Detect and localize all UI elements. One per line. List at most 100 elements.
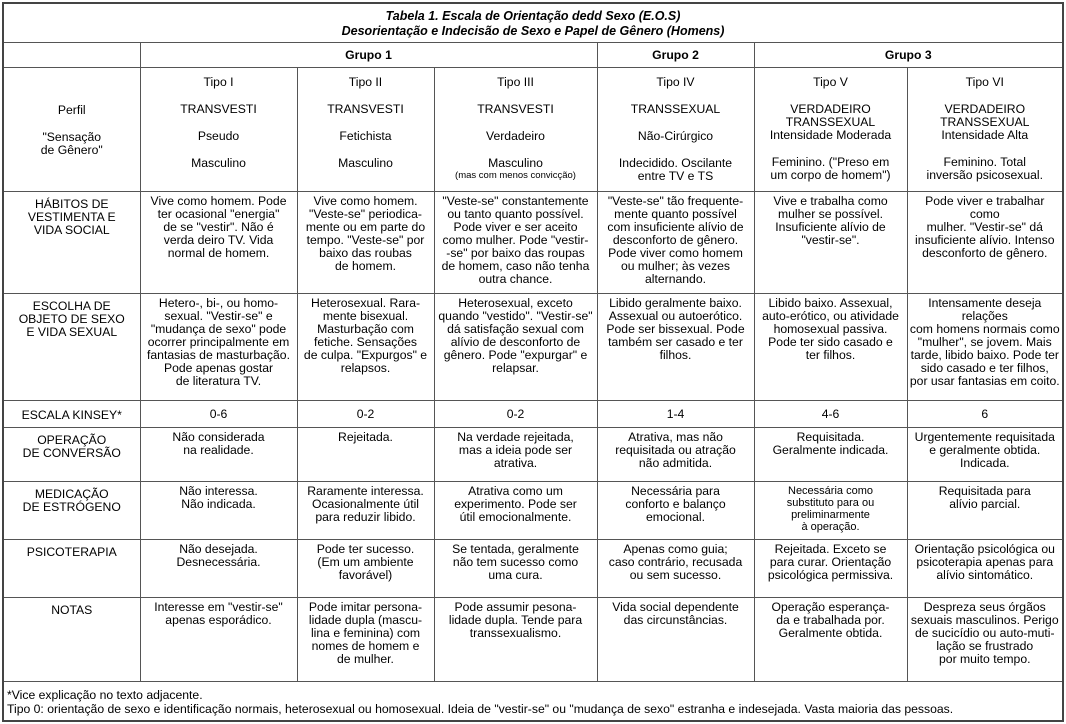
table-cell: Rejeitada. Exceto se para curar. Orienta… xyxy=(753,539,908,598)
type-name: TRANSVESTI xyxy=(180,102,257,116)
type-subtype: Pseudo xyxy=(197,129,240,143)
table-cell: Orientação psicológica ou psicoterapia a… xyxy=(906,539,1063,598)
row-label: ESCALA KINSEY* xyxy=(4,400,141,428)
table-cell: Pode imitar persona- lidade dupla (mascu… xyxy=(296,597,435,682)
table-cell: Rejeitada. xyxy=(296,427,435,482)
table-cell: 0-2 xyxy=(433,400,598,428)
table-cell: Libido geralmente baixo. Assexual ou aut… xyxy=(596,293,755,401)
type-number: Tipo III xyxy=(497,75,534,89)
type-number: Tipo I xyxy=(203,75,234,89)
table-cell: Hetero-, bi-, ou homo- sexual. "Vestir-s… xyxy=(139,293,298,401)
row-label: ESCOLHA DE OBJETO DE SEXO E VIDA SEXUAL xyxy=(4,293,141,401)
row-label: MEDICAÇÃO DE ESTRÓGENO xyxy=(4,481,141,540)
type-gender-sensation: Indecidido. Oscilante entre TV e TS xyxy=(618,156,733,183)
table-cell: 0-6 xyxy=(139,400,298,428)
type-name: TRANSVESTI xyxy=(477,102,554,116)
table-cell: Não desejada. Desnecessária. xyxy=(139,539,298,598)
type-number: Tipo II xyxy=(348,75,383,89)
table-cell: Heterosexual, exceto quando "vestido". "… xyxy=(433,293,598,401)
table-cell: Raramente interessa. Ocasionalmente útil… xyxy=(296,481,435,540)
table-cell: Não interessa. Não indicada. xyxy=(139,481,298,540)
footnote-row: *Vice explicação no texto adjacente. Tipo… xyxy=(4,681,1063,722)
group-1-header: Grupo 1 xyxy=(139,42,598,68)
type-subtype: Verdadeiro xyxy=(486,129,545,143)
table-cell: Intensamente deseja relações com homens … xyxy=(906,293,1063,401)
type-gender-sensation: Feminino. Total inversão psicosexual. xyxy=(926,155,1044,182)
table-cell: Libido baixo. Assexual, auto-erótico, ou… xyxy=(753,293,908,401)
table-cell: 6 xyxy=(906,400,1063,428)
table-cell: Operação esperança- da e trabalhada por.… xyxy=(753,597,908,682)
type-subtype: Intensidade Moderada xyxy=(769,128,892,142)
table-cell: Atrativa como um experimento. Pode ser ú… xyxy=(433,481,598,540)
row-label: OPERAÇÃO DE CONVERSÃO xyxy=(4,427,141,482)
row-kin: ESCALA KINSEY* 0-6 0-2 0-2 1-4 4-6 6 xyxy=(4,400,1063,428)
table-cell: Pode ter sucesso. (Em um ambiente favorá… xyxy=(296,539,435,598)
table-cell: Vive como homem. Pode ter ocasional "ene… xyxy=(139,191,298,294)
profile-label: Perfil xyxy=(57,103,86,117)
title-line-2: Desorientação e Indecisão de Sexo e Pape… xyxy=(341,24,725,38)
profile-row: Perfil "Sensação de Gênero" Tipo I TRANSVE… xyxy=(4,67,1063,192)
table-cell: Necessária como substituto para ou preli… xyxy=(753,481,908,540)
row-not: NOTAS Interesse em "vestir-se" apenas esp… xyxy=(4,597,1063,682)
footnote-2: Tipo 0: orientação de sexo e identificaç… xyxy=(7,702,954,716)
table-cell: Requisitada. Geralmente indicada. xyxy=(753,427,908,482)
type-gender-sensation: Masculino xyxy=(338,156,393,170)
type-name: VERDADEIRO TRANSSEXUAL xyxy=(785,102,876,129)
table-cell: Heterosexual. Rara- mente bisexual. Mast… xyxy=(296,293,435,401)
table-cell: 1-4 xyxy=(596,400,755,428)
table-cell: Na verdade rejeitada, mas a ideia pode s… xyxy=(433,427,598,482)
table-cell: 0-2 xyxy=(296,400,435,428)
table-cell: Requisitada para alívio parcial. xyxy=(906,481,1063,540)
table-title: Tabela 1. Escala de Orientação dedd Sexo… xyxy=(4,4,1063,43)
table-cell: 4-6 xyxy=(753,400,908,428)
type-name: TRANSSEXUAL xyxy=(630,102,721,116)
type-gender-sensation: Masculino xyxy=(488,156,543,170)
group-3-header: Grupo 3 xyxy=(753,42,1063,68)
group-2-header: Grupo 2 xyxy=(596,42,755,68)
table-cell: Vive e trabalha como mulher se possível.… xyxy=(753,191,908,294)
type-number: Tipo VI xyxy=(965,75,1004,89)
table-cell: "Veste-se" constantemente ou tanto quant… xyxy=(433,191,598,294)
table-cell: Apenas como guia; caso contrário, recusa… xyxy=(596,539,755,598)
table-cell: Vive como homem. "Veste-se" periodica- m… xyxy=(296,191,435,294)
table-cell: "Veste-se" tão frequente- mente quanto p… xyxy=(596,191,755,294)
type-subtype: Fetichista xyxy=(339,129,392,143)
table-cell: Despreza seus órgãos sexuais masculinos.… xyxy=(906,597,1063,682)
row-label: HÁBITOS DE VESTIMENTA E VIDA SOCIAL xyxy=(4,191,141,294)
type-name: VERDADEIRO TRANSSEXUAL xyxy=(940,102,1030,129)
group-header-row: Grupo 1 Grupo 2 Grupo 3 xyxy=(4,42,1063,68)
eos-table: Tabela 1. Escala de Orientação dedd Sexo… xyxy=(4,4,1063,722)
footnotes: *Vice explicação no texto adjacente. Tipo… xyxy=(4,681,1063,722)
empty-corner-cell xyxy=(4,42,141,68)
type-number: Tipo V xyxy=(813,75,848,89)
type-gender-sensation: Masculino xyxy=(191,156,246,170)
title-line-1: Tabela 1. Escala de Orientação dedd Sexo… xyxy=(385,9,681,23)
table-cell: Pode assumir pesona- lidade dupla. Tende… xyxy=(433,597,598,682)
gender-sensation-label: "Sensação de Gênero" xyxy=(40,130,103,157)
profile-label-cell: Perfil "Sensação de Gênero" xyxy=(4,67,141,192)
type-number: Tipo IV xyxy=(656,75,695,89)
table-cell: Vida social dependente das circunstância… xyxy=(596,597,755,682)
row-label: NOTAS xyxy=(4,597,141,682)
table-cell: Pode viver e trabalhar como mulher. "Ves… xyxy=(906,191,1063,294)
type-gender-sensation: Feminino. ("Preso em um corpo de homem") xyxy=(770,155,891,182)
table-cell: Urgentemente requisitada e geralmente ob… xyxy=(906,427,1063,482)
type-subtype: Intensidade Alta xyxy=(941,128,1029,142)
profile-type-cell: Tipo IV TRANSSEXUAL Não-Cirúrgico Indecidid… xyxy=(596,67,755,192)
row-med: MEDICAÇÃO DE ESTRÓGENO Não interessa. Não… xyxy=(4,481,1063,540)
table-cell: Se tentada, geralmente não tem sucesso c… xyxy=(433,539,598,598)
type-name: TRANSVESTI xyxy=(327,102,404,116)
row-label: PSICOTERAPIA xyxy=(4,539,141,598)
type-subtype: Não-Cirúrgico xyxy=(637,129,714,143)
table-cell: Interesse em "vestir-se" apenas esporádi… xyxy=(139,597,298,682)
row-ope: OPERAÇÃO DE CONVERSÃO Não considerada na … xyxy=(4,427,1063,482)
title-row: Tabela 1. Escala de Orientação dedd Sexo… xyxy=(4,4,1063,43)
row-esc: ESCOLHA DE OBJETO DE SEXO E VIDA SEXUAL H… xyxy=(4,293,1063,401)
row-hab: HÁBITOS DE VESTIMENTA E VIDA SOCIAL Vive … xyxy=(4,191,1063,294)
table-cell: Necessária para conforto e balanço emoci… xyxy=(596,481,755,540)
profile-type-cell: Tipo III TRANSVESTI Verdadeiro Masculino (ma… xyxy=(433,67,598,192)
table-cell: Atrativa, mas não requisitada ou atração… xyxy=(596,427,755,482)
profile-type-cell: Tipo VI VERDADEIRO TRANSSEXUAL Intensidade… xyxy=(906,67,1063,192)
row-psi: PSICOTERAPIA Não desejada. Desnecessária.… xyxy=(4,539,1063,598)
